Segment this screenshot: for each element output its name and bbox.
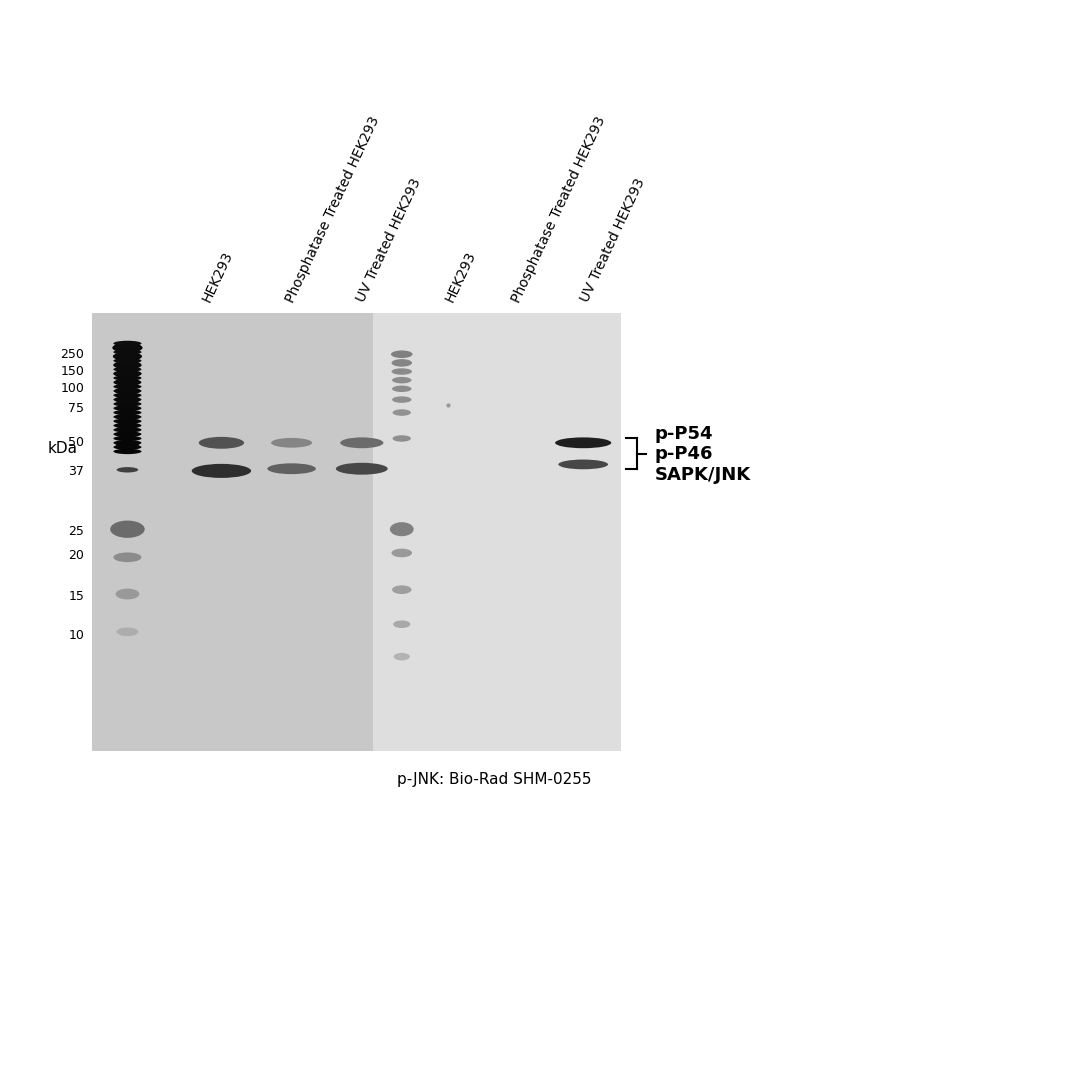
Ellipse shape [113, 384, 141, 390]
Ellipse shape [114, 378, 140, 386]
Ellipse shape [393, 435, 410, 442]
Ellipse shape [392, 396, 411, 403]
Ellipse shape [114, 422, 140, 429]
Ellipse shape [113, 423, 141, 429]
Ellipse shape [113, 402, 141, 407]
Text: 50: 50 [68, 436, 84, 449]
Ellipse shape [390, 523, 414, 537]
Text: 37: 37 [68, 465, 84, 478]
Ellipse shape [555, 437, 611, 448]
Ellipse shape [114, 388, 140, 394]
Ellipse shape [113, 341, 141, 347]
Text: 150: 150 [60, 365, 84, 378]
Ellipse shape [113, 350, 141, 354]
Ellipse shape [113, 357, 141, 363]
Text: HEK293: HEK293 [200, 249, 235, 305]
Bar [373, 313, 621, 751]
Text: 20: 20 [68, 549, 84, 562]
Ellipse shape [113, 375, 141, 381]
Text: 25: 25 [68, 525, 84, 538]
Ellipse shape [110, 521, 145, 538]
Ellipse shape [116, 443, 139, 448]
Text: 15: 15 [68, 590, 84, 603]
Ellipse shape [393, 652, 410, 661]
Ellipse shape [113, 405, 141, 411]
Ellipse shape [392, 386, 411, 392]
Ellipse shape [391, 359, 413, 366]
Ellipse shape [113, 441, 141, 446]
Text: p-JNK: Bio-Rad SHM-0255: p-JNK: Bio-Rad SHM-0255 [397, 772, 592, 787]
Ellipse shape [117, 467, 138, 473]
Ellipse shape [113, 449, 141, 455]
Text: SAPK/JNK: SAPK/JNK [654, 467, 751, 484]
Ellipse shape [113, 362, 141, 367]
Ellipse shape [199, 436, 244, 449]
Text: UV Treated HEK293: UV Treated HEK293 [578, 176, 648, 305]
Bar [92, 313, 397, 751]
Text: kDa: kDa [48, 441, 78, 456]
Ellipse shape [113, 354, 141, 360]
Text: p-P54: p-P54 [654, 426, 713, 443]
Ellipse shape [113, 397, 141, 403]
Ellipse shape [392, 585, 411, 594]
Ellipse shape [114, 405, 140, 411]
Ellipse shape [393, 620, 410, 627]
Ellipse shape [391, 350, 413, 357]
Ellipse shape [113, 345, 141, 350]
Ellipse shape [340, 437, 383, 448]
Text: 250: 250 [60, 348, 84, 361]
Ellipse shape [113, 372, 141, 377]
Ellipse shape [114, 414, 140, 420]
Ellipse shape [113, 418, 141, 424]
Ellipse shape [117, 627, 138, 636]
Text: Phosphatase Treated HEK293: Phosphatase Treated HEK293 [283, 113, 382, 305]
Ellipse shape [113, 552, 141, 562]
Ellipse shape [391, 368, 413, 375]
Text: 100: 100 [60, 382, 84, 395]
Ellipse shape [113, 352, 143, 361]
Text: p-P46: p-P46 [654, 445, 713, 462]
Ellipse shape [392, 377, 411, 383]
Ellipse shape [116, 589, 139, 599]
Text: Phosphatase Treated HEK293: Phosphatase Treated HEK293 [510, 113, 609, 305]
Text: UV Treated HEK293: UV Treated HEK293 [354, 176, 424, 305]
Ellipse shape [113, 435, 141, 442]
Ellipse shape [271, 438, 312, 447]
Ellipse shape [268, 463, 316, 474]
Text: 10: 10 [68, 629, 84, 642]
Ellipse shape [112, 343, 143, 352]
Ellipse shape [113, 409, 141, 416]
Ellipse shape [113, 392, 141, 397]
Ellipse shape [192, 464, 251, 477]
Ellipse shape [393, 409, 410, 416]
Ellipse shape [113, 369, 141, 378]
Ellipse shape [114, 396, 140, 404]
Ellipse shape [113, 428, 141, 433]
Ellipse shape [113, 380, 141, 386]
Ellipse shape [113, 361, 141, 369]
Ellipse shape [113, 388, 141, 394]
Ellipse shape [113, 431, 141, 437]
Ellipse shape [113, 445, 141, 450]
Text: HEK293: HEK293 [443, 249, 478, 305]
Ellipse shape [113, 366, 141, 372]
Ellipse shape [336, 462, 388, 475]
Ellipse shape [113, 415, 141, 420]
Ellipse shape [391, 549, 413, 557]
Text: 75: 75 [68, 402, 84, 415]
Ellipse shape [116, 431, 139, 437]
Ellipse shape [558, 460, 608, 469]
